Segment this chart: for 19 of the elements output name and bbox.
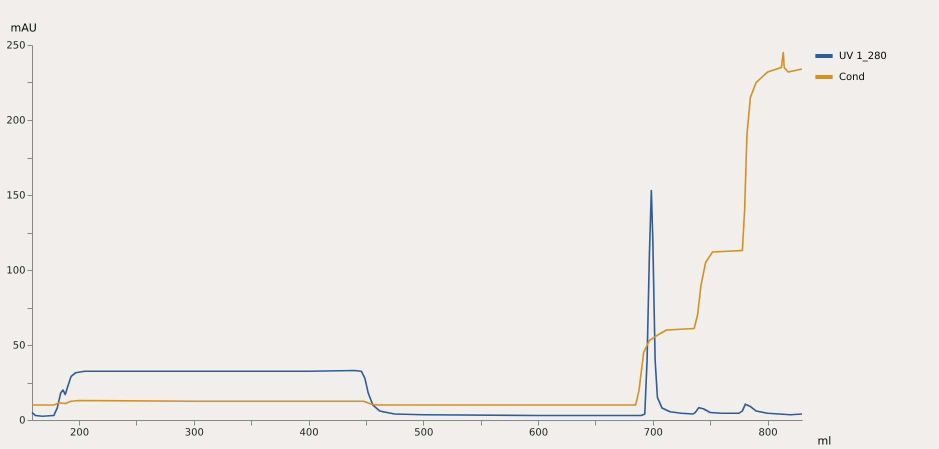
y-tick-label: 250 bbox=[6, 40, 26, 52]
y-tick-label: 0 bbox=[19, 416, 26, 426]
y-tick-label: 200 bbox=[6, 116, 26, 126]
x-tick-label: 300 bbox=[184, 428, 204, 438]
x-tick-label: 200 bbox=[70, 428, 90, 438]
x-tick-label: 600 bbox=[529, 428, 548, 438]
x-tick-label: 400 bbox=[300, 428, 319, 438]
x-tick-label: 500 bbox=[414, 428, 434, 438]
y-axis-title: mAU bbox=[10, 22, 37, 34]
y-tick-label: 150 bbox=[6, 190, 26, 202]
x-tick-label: 700 bbox=[644, 428, 663, 438]
x-axis-title: ml bbox=[818, 434, 832, 448]
legend-label: Cond bbox=[839, 72, 865, 83]
y-tick-label: 100 bbox=[6, 266, 26, 276]
x-tick-label: 800 bbox=[758, 428, 778, 438]
line-series bbox=[31, 52, 803, 406]
legend-label: UV 1_280 bbox=[839, 51, 887, 62]
y-tick-label: 50 bbox=[12, 340, 26, 352]
line-series bbox=[31, 190, 803, 418]
